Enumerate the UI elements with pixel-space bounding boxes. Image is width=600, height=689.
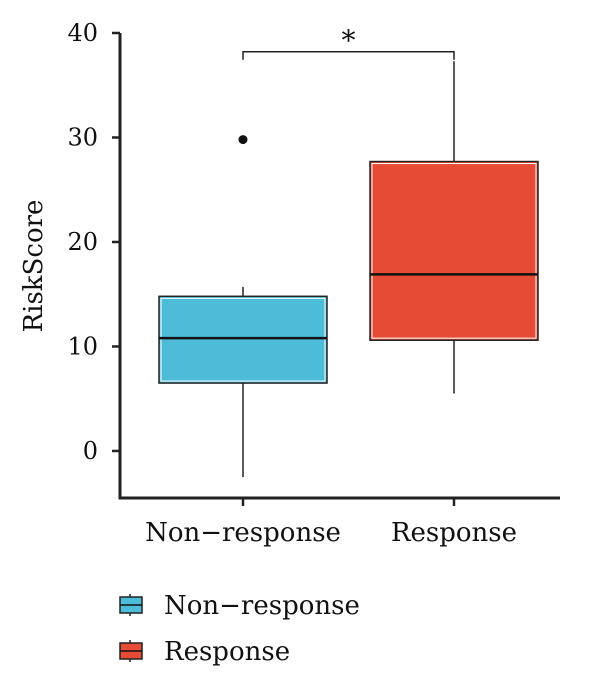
y-tick-label-20: 20 — [67, 228, 98, 256]
y-axis-label: RiskScore — [19, 200, 49, 333]
legend-label-0: Non−response — [164, 591, 360, 621]
y-tick-label-30: 30 — [67, 123, 98, 151]
box-group-1 — [369, 61, 539, 394]
legend-item-1: Response — [119, 637, 290, 667]
legend-label-1: Response — [164, 637, 290, 667]
box-iqr — [369, 160, 539, 341]
box-iqr-inner-border — [160, 297, 326, 382]
x-tick-label-0: Non−response — [145, 518, 341, 548]
y-tick-label-10: 10 — [67, 332, 98, 360]
box-group-0 — [158, 135, 328, 478]
y-tick-label-40: 40 — [67, 19, 98, 47]
significance-label: * — [342, 24, 356, 57]
box-iqr-inner-border — [371, 163, 537, 339]
significance-bracket — [242, 51, 455, 60]
box-iqr — [158, 295, 328, 384]
outlier-point — [238, 135, 248, 145]
legend: Non−response Response — [119, 591, 360, 667]
plot-area: 0 10 20 30 40 Non−response Response * — [67, 19, 560, 548]
y-tick-label-0: 0 — [83, 437, 98, 465]
legend-item-0: Non−response — [119, 591, 360, 621]
x-tick-label-1: Response — [391, 518, 517, 548]
